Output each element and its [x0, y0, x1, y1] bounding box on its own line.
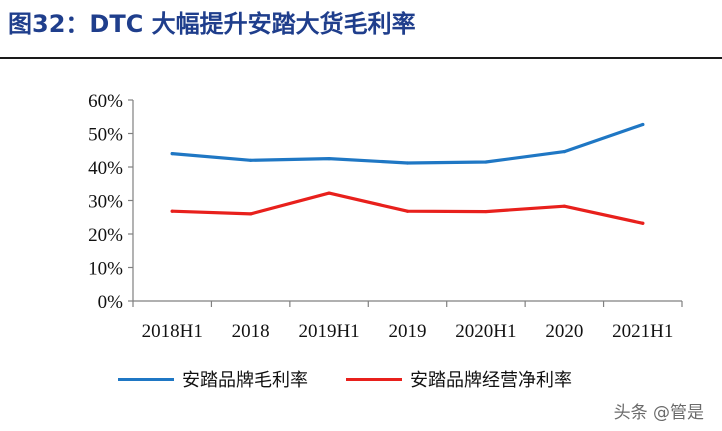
x-tick-labels: 2018H1 2018 2019H1 2019 2020H1 2020 2021H1: [142, 321, 674, 342]
legend-item-net-margin: 安踏品牌经营净利率: [346, 366, 572, 392]
series-0-point: [641, 122, 645, 127]
y-tick-label: 60%: [88, 91, 123, 112]
legend-label-net-margin: 安踏品牌经营净利率: [410, 370, 572, 391]
x-tick-label: 2018: [232, 321, 270, 342]
y-tick-label: 30%: [88, 192, 123, 213]
series-1-point: [170, 209, 174, 213]
y-tick-label: 50%: [88, 125, 123, 146]
chart-axes: [128, 99, 683, 307]
y-tick-label: 20%: [88, 225, 123, 246]
legend-swatch-net-margin: [346, 377, 402, 381]
series-line-0: [170, 122, 645, 165]
series-1-point: [327, 191, 331, 195]
series-0-point: [327, 157, 331, 161]
chart-series: [170, 122, 645, 225]
series-1-point: [405, 209, 410, 213]
y-tick-label: 0%: [98, 292, 124, 313]
series-line-1: [170, 191, 645, 225]
legend-item-gross-margin: 安踏品牌毛利率: [118, 366, 308, 392]
x-tick-label: 2018H1: [142, 321, 203, 342]
series-1-point: [484, 209, 488, 214]
y-tick-label: 10%: [88, 259, 123, 280]
x-tick-label: 2019H1: [298, 321, 359, 342]
figure-title: 图32：DTC 大幅提升安踏大货毛利率: [8, 10, 416, 38]
series-0-point: [170, 152, 174, 156]
x-tick-label: 2020: [545, 321, 583, 342]
legend-label-gross-margin: 安踏品牌毛利率: [182, 370, 308, 391]
chart-legend: 安踏品牌毛利率 安踏品牌经营净利率: [118, 364, 610, 394]
y-tick-label: 40%: [88, 158, 123, 179]
series-1-point: [641, 221, 645, 225]
y-tick-labels: 0% 10% 20% 30% 40% 50% 60%: [88, 91, 123, 313]
x-tick-label: 2019: [389, 321, 427, 342]
series-1-point: [562, 204, 566, 208]
x-tick-label: 2020H1: [455, 321, 516, 342]
legend-swatch-gross-margin: [118, 377, 174, 381]
watermark: 头条 @管是: [613, 403, 704, 423]
title-divider: [0, 57, 722, 59]
series-0-point: [405, 161, 410, 165]
series-1-point: [249, 212, 253, 216]
x-tick-label: 2021H1: [612, 321, 673, 342]
series-0-point: [249, 158, 253, 162]
series-0-point: [562, 149, 566, 154]
series-0-point: [484, 160, 488, 164]
